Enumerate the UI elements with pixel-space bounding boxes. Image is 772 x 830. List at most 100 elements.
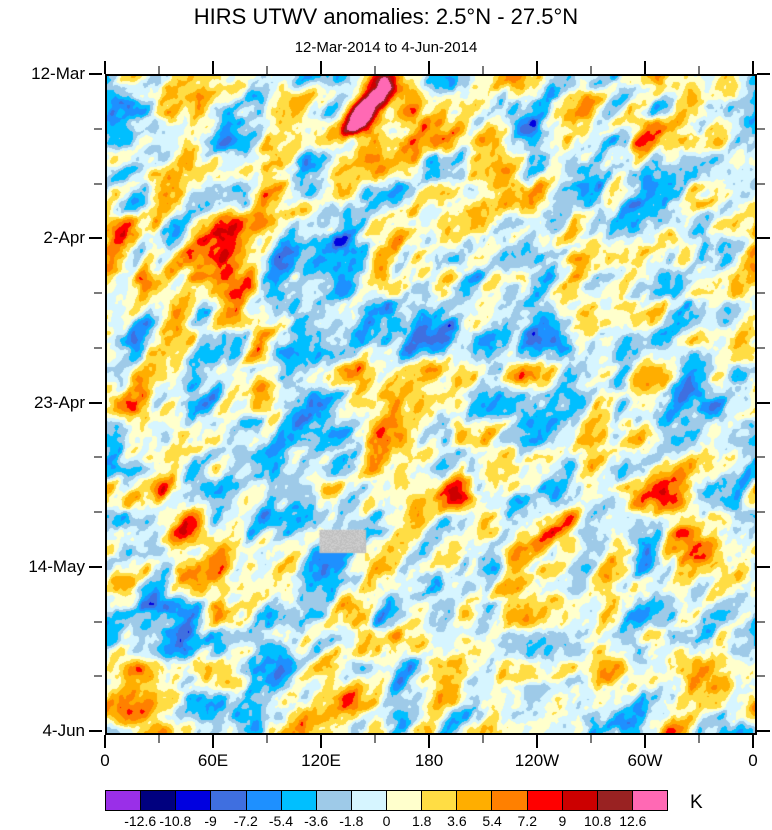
- x-axis-tick: [536, 61, 538, 74]
- colorbar-swatch: [106, 791, 142, 810]
- colorbar-swatch: [246, 791, 282, 810]
- hovmoller-heatmap: [107, 76, 755, 733]
- x-axis-tick: [590, 66, 592, 74]
- x-tick-label: 60E: [197, 751, 229, 770]
- x-axis-tick: [536, 735, 538, 748]
- colorbar-swatch: [422, 791, 458, 810]
- y-axis-tick: [757, 347, 765, 349]
- colorbar-tick-label: 3.6: [447, 813, 467, 829]
- colorbar-tick-label: -1.8: [339, 813, 364, 829]
- y-axis-tick: [757, 128, 765, 130]
- colorbar-swatches: [105, 790, 668, 811]
- y-axis-tick: [757, 675, 765, 677]
- colorbar-swatch: [281, 791, 317, 810]
- x-axis-tick: [428, 735, 430, 748]
- colorbar-tick-label: -12.6: [124, 813, 157, 829]
- x-axis-tick: [644, 61, 646, 74]
- colorbar-swatch: [141, 791, 177, 810]
- x-axis-tick: [266, 735, 268, 743]
- y-axis-tick: [89, 237, 102, 239]
- page-title: HIRS UTWV anomalies: 2.5°N - 27.5°N: [193, 4, 579, 29]
- x-axis-tick: [158, 735, 160, 743]
- x-tick-label: 0: [100, 751, 110, 770]
- x-axis-tick: [428, 61, 430, 74]
- colorbar-swatch: [316, 791, 352, 810]
- colorbar-tick-label: -3.6: [304, 813, 329, 829]
- y-axis-tick: [757, 456, 765, 458]
- x-axis-tick: [752, 61, 754, 74]
- y-axis-tick: [757, 730, 770, 732]
- colorbar-swatch: [176, 791, 212, 810]
- x-tick-label: 120E: [301, 751, 341, 770]
- x-axis-tick: [590, 735, 592, 743]
- y-axis-tick: [94, 347, 102, 349]
- x-axis-tick: [482, 735, 484, 743]
- colorbar-swatch: [351, 791, 387, 810]
- x-axis-tick: [374, 66, 376, 74]
- y-axis-tick: [757, 621, 765, 623]
- y-axis-tick: [94, 675, 102, 677]
- y-tick-label: 12-Mar: [31, 64, 85, 83]
- plot-area: [105, 74, 757, 735]
- x-axis-tick: [320, 61, 322, 74]
- x-tick-label: 180: [414, 751, 444, 770]
- y-tick-label: 4-Jun: [42, 721, 85, 740]
- colorbar-tick-label: 10.8: [584, 813, 612, 829]
- colorbar-tick-label: 1.8: [411, 813, 432, 829]
- y-tick-label: 23-Apr: [33, 393, 85, 412]
- colorbar-tick-label: -9: [204, 813, 217, 829]
- colorbar-swatch: [387, 791, 423, 810]
- y-axis-tick: [94, 128, 102, 130]
- x-axis-tick: [212, 735, 214, 748]
- colorbar-tick-label: -7.2: [233, 813, 258, 829]
- colorbar-swatch: [457, 791, 493, 810]
- y-axis-tick: [94, 511, 102, 513]
- x-axis-tick: [752, 735, 754, 748]
- y-axis-tick: [757, 237, 770, 239]
- y-axis-tick: [89, 402, 102, 404]
- y-axis-tick: [94, 621, 102, 623]
- y-axis-tick: [757, 73, 770, 75]
- colorbar-swatch: [492, 791, 528, 810]
- x-axis-tick: [320, 735, 322, 748]
- colorbar-tick-label: -5.4: [268, 813, 293, 829]
- x-axis-tick: [374, 735, 376, 743]
- x-axis-tick: [266, 66, 268, 74]
- y-axis-tick: [94, 292, 102, 294]
- x-tick-label: 0: [748, 751, 758, 770]
- y-axis-tick: [757, 566, 770, 568]
- colorbar-tick-label: -10.8: [159, 813, 192, 829]
- colorbar-tick-label: 0: [382, 813, 391, 829]
- y-axis-tick: [89, 566, 102, 568]
- colorbar-unit-label: K: [690, 792, 703, 813]
- x-axis-tick: [644, 735, 646, 748]
- x-axis-tick: [158, 66, 160, 74]
- colorbar-swatch: [211, 791, 247, 810]
- y-axis-tick: [89, 73, 102, 75]
- colorbar-tick-label: 7.2: [517, 813, 537, 829]
- y-axis-tick: [89, 730, 102, 732]
- x-axis-tick: [698, 66, 700, 74]
- colorbar-swatch: [527, 791, 563, 810]
- y-axis-tick: [757, 292, 765, 294]
- x-axis-tick: [698, 735, 700, 743]
- colorbar-swatch: [562, 791, 598, 810]
- colorbar-swatch: [632, 791, 667, 810]
- colorbar-swatch: [597, 791, 633, 810]
- x-tick-label: 120W: [514, 751, 560, 770]
- x-tick-label: 60W: [627, 751, 663, 770]
- y-axis-tick: [757, 511, 765, 513]
- colorbar-tick-label: 12.6: [619, 813, 647, 829]
- y-axis-tick: [94, 183, 102, 185]
- y-axis-tick: [757, 402, 770, 404]
- colorbar-tick-label: 5.4: [482, 813, 502, 829]
- colorbar: [105, 790, 668, 811]
- x-axis-tick: [104, 61, 106, 74]
- y-axis-tick: [757, 183, 765, 185]
- y-axis-tick: [94, 456, 102, 458]
- x-axis-tick: [482, 66, 484, 74]
- y-tick-label: 2-Apr: [43, 228, 85, 247]
- colorbar-tick-label: 9: [558, 813, 567, 829]
- y-tick-label: 14-May: [28, 557, 85, 576]
